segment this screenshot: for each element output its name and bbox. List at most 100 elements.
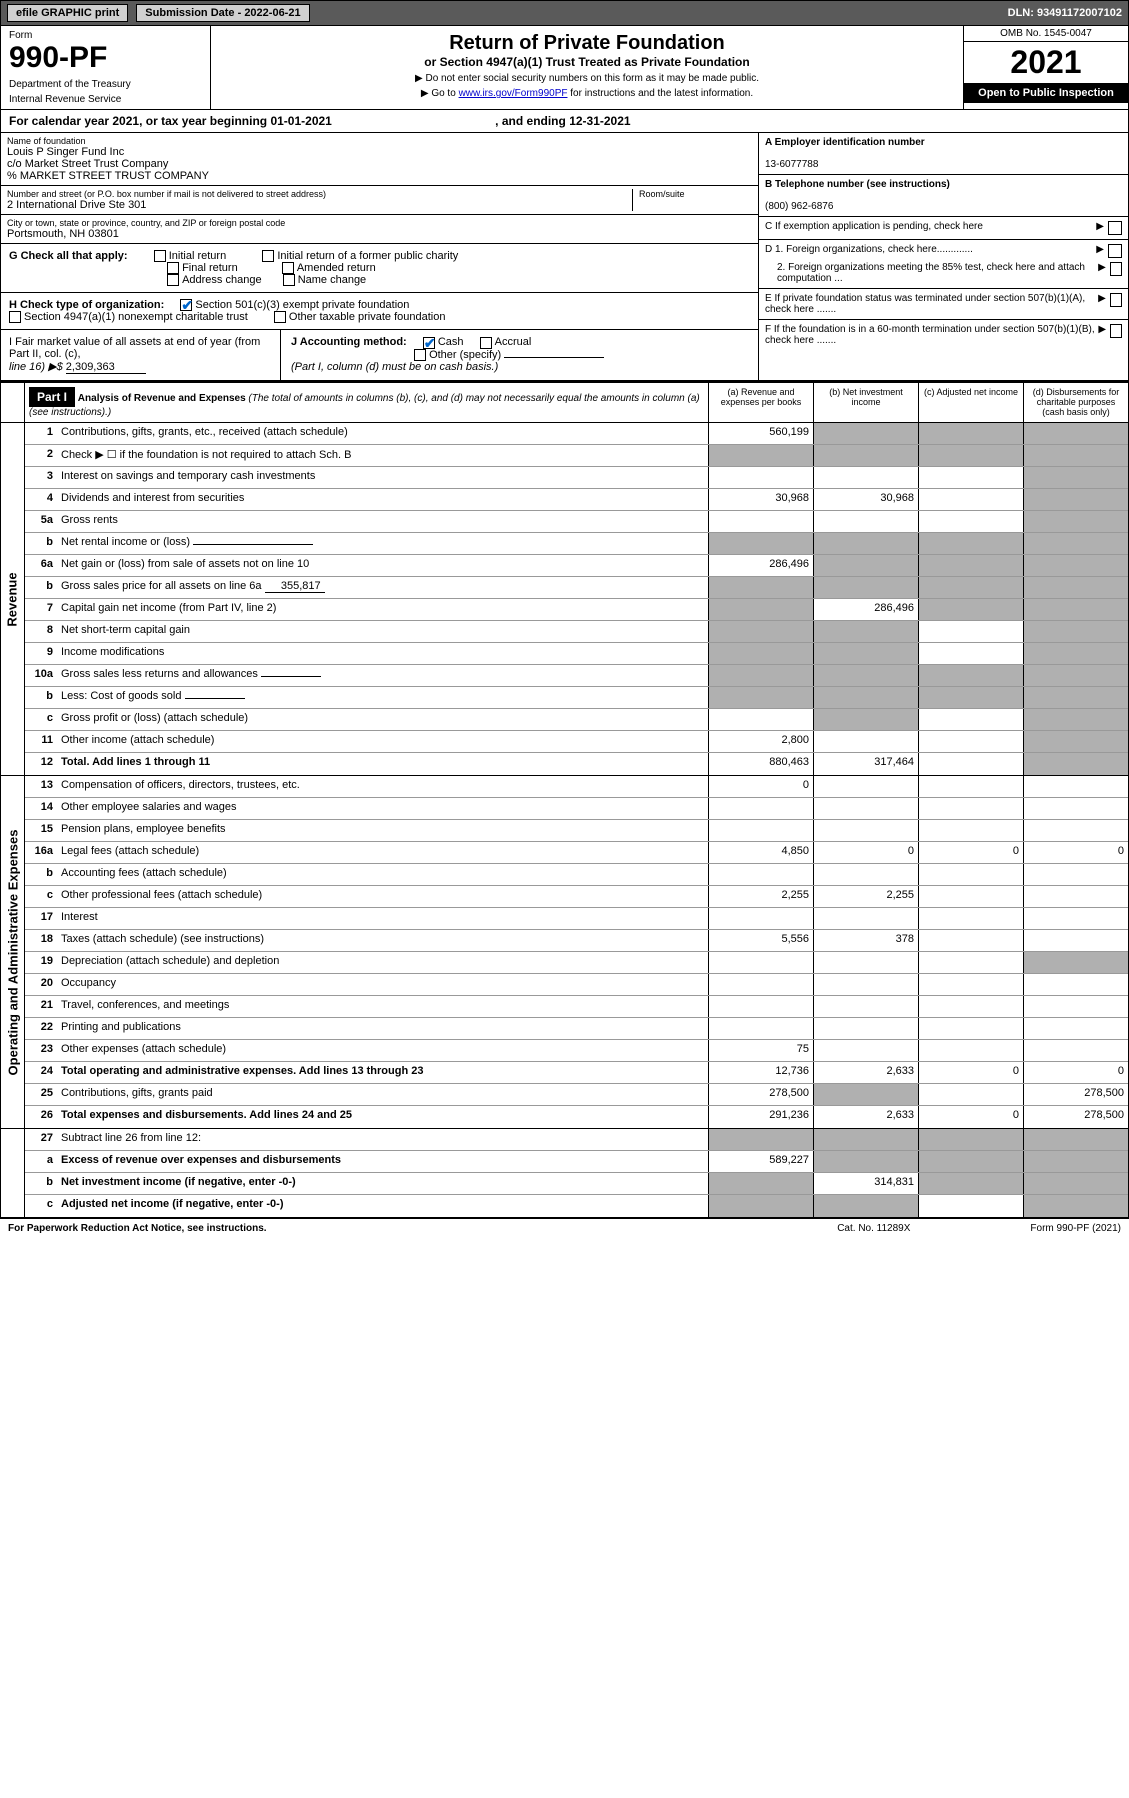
dln-number: DLN: 93491172007102	[1008, 7, 1122, 19]
b-label: B Telephone number (see instructions)	[765, 179, 950, 190]
cb-other-method[interactable]	[414, 349, 426, 361]
phone-value: (800) 962-6876	[765, 201, 833, 212]
g-opt6: Name change	[298, 274, 367, 286]
h-opt2: Section 4947(a)(1) nonexempt charitable …	[24, 311, 248, 323]
ij-row: I Fair market value of all assets at end…	[1, 330, 758, 380]
col-b-head: (b) Net investment income	[813, 383, 918, 422]
row-6b: bGross sales price for all assets on lin…	[25, 577, 1128, 599]
title-block: Return of Private Foundation or Section …	[211, 26, 963, 109]
row-4: 4Dividends and interest from securities3…	[25, 489, 1128, 511]
info-left: Name of foundation Louis P Singer Fund I…	[1, 133, 758, 380]
city-label: City or town, state or province, country…	[7, 218, 752, 228]
cb-final-return[interactable]	[167, 262, 179, 274]
revenue-grid: Revenue 1Contributions, gifts, grants, e…	[0, 423, 1129, 776]
foundation-name: Louis P Singer Fund Inc	[7, 146, 752, 158]
part1-desc: Part I Analysis of Revenue and Expenses …	[25, 383, 708, 422]
cb-amended[interactable]	[282, 262, 294, 274]
efile-print-button[interactable]: efile GRAPHIC print	[7, 4, 128, 22]
e-label: E If private foundation status was termi…	[765, 293, 1098, 315]
c-box: C If exemption application is pending, c…	[759, 217, 1128, 240]
calyear-end: 12-31-2021	[569, 114, 630, 128]
omb-number: OMB No. 1545-0047	[964, 26, 1128, 42]
city-row: City or town, state or province, country…	[1, 215, 758, 244]
i-block: I Fair market value of all assets at end…	[1, 330, 281, 380]
d1-label: D 1. Foreign organizations, check here..…	[765, 244, 973, 258]
j-accrual: Accrual	[495, 336, 532, 348]
inline-6b: 355,817	[265, 580, 325, 593]
cb-other-taxable[interactable]	[274, 311, 286, 323]
cb-4947[interactable]	[9, 311, 21, 323]
irs-link[interactable]: www.irs.gov/Form990PF	[459, 88, 568, 99]
blank-side	[1, 1129, 25, 1217]
footer-left: For Paperwork Reduction Act Notice, see …	[8, 1223, 267, 1234]
cb-initial-former[interactable]	[262, 250, 274, 262]
row-5b: bNet rental income or (loss)	[25, 533, 1128, 555]
row-23: 23Other expenses (attach schedule)75	[25, 1040, 1128, 1062]
info-right: A Employer identification number 13-6077…	[758, 133, 1128, 380]
cb-60-month[interactable]	[1110, 324, 1122, 338]
phone-box: B Telephone number (see instructions) (8…	[759, 175, 1128, 217]
cb-foreign-org[interactable]	[1108, 244, 1122, 258]
d-box: D 1. Foreign organizations, check here..…	[759, 240, 1128, 289]
cb-status-terminated[interactable]	[1110, 293, 1122, 307]
inline-10a[interactable]	[261, 676, 321, 677]
row-12: 12Total. Add lines 1 through 11880,46331…	[25, 753, 1128, 775]
cb-501c3[interactable]	[180, 299, 192, 311]
form-subtitle: or Section 4947(a)(1) Trust Treated as P…	[221, 55, 953, 69]
j-other-input[interactable]	[504, 357, 604, 358]
form-number: 990-PF	[9, 41, 202, 75]
g-opt3: Address change	[182, 274, 262, 286]
row-8: 8Net short-term capital gain	[25, 621, 1128, 643]
row-15: 15Pension plans, employee benefits	[25, 820, 1128, 842]
ein-value: 13-6077788	[765, 159, 818, 170]
h-opt3: Other taxable private foundation	[289, 311, 446, 323]
dept-treasury: Department of the Treasury	[9, 79, 202, 90]
cb-cash[interactable]	[423, 337, 435, 349]
form-id-block: Form 990-PF Department of the Treasury I…	[1, 26, 211, 109]
row-18: 18Taxes (attach schedule) (see instructi…	[25, 930, 1128, 952]
footer-form: Form 990-PF (2021)	[1030, 1223, 1121, 1234]
row-26: 26Total expenses and disbursements. Add …	[25, 1106, 1128, 1128]
row-7: 7Capital gain net income (from Part IV, …	[25, 599, 1128, 621]
footer-cat: Cat. No. 11289X	[837, 1223, 910, 1234]
note-ssn: ▶ Do not enter social security numbers o…	[221, 73, 953, 84]
tax-year: 2021	[964, 42, 1128, 83]
revenue-side-label: Revenue	[1, 423, 25, 775]
row-17: 17Interest	[25, 908, 1128, 930]
row-22: 22Printing and publications	[25, 1018, 1128, 1040]
col-c-head: (c) Adjusted net income	[918, 383, 1023, 422]
footer: For Paperwork Reduction Act Notice, see …	[0, 1218, 1129, 1238]
note-suffix: for instructions and the latest informat…	[567, 88, 753, 99]
g-opt5: Amended return	[297, 262, 376, 274]
row-6a: 6aNet gain or (loss) from sale of assets…	[25, 555, 1128, 577]
i-line16: line 16) ▶$	[9, 361, 66, 373]
expenses-grid: Operating and Administrative Expenses 13…	[0, 776, 1129, 1129]
name-row: Name of foundation Louis P Singer Fund I…	[1, 133, 758, 186]
row-25: 25Contributions, gifts, grants paid278,5…	[25, 1084, 1128, 1106]
row-16b: bAccounting fees (attach schedule)	[25, 864, 1128, 886]
cb-address-change[interactable]	[167, 274, 179, 286]
inline-5b[interactable]	[193, 544, 313, 545]
row-27c: cAdjusted net income (if negative, enter…	[25, 1195, 1128, 1217]
row-16a: 16aLegal fees (attach schedule)4,850000	[25, 842, 1128, 864]
cb-accrual[interactable]	[480, 337, 492, 349]
h-opt1: Section 501(c)(3) exempt private foundat…	[195, 299, 409, 311]
arrow-icon: ▶	[1098, 293, 1106, 304]
h-check-row: H Check type of organization: Section 50…	[1, 293, 758, 330]
note-prefix: ▶ Go to	[421, 88, 459, 99]
j-note: (Part I, column (d) must be on cash basi…	[291, 361, 498, 373]
j-cash: Cash	[438, 336, 464, 348]
cb-initial-return[interactable]	[154, 250, 166, 262]
cb-exemption-pending[interactable]	[1108, 221, 1122, 235]
arrow-icon: ▶	[1096, 221, 1104, 232]
cb-name-change[interactable]	[283, 274, 295, 286]
part1-title: Analysis of Revenue and Expenses	[78, 393, 246, 404]
col-d-head: (d) Disbursements for charitable purpose…	[1023, 383, 1128, 422]
calyear-mid: , and ending	[492, 114, 569, 128]
room-label: Room/suite	[639, 189, 752, 199]
inline-10b[interactable]	[185, 698, 245, 699]
expenses-side-label: Operating and Administrative Expenses	[1, 776, 25, 1128]
i-fmv-value: 2,309,363	[66, 361, 146, 374]
cb-85-test[interactable]	[1110, 262, 1122, 276]
city-value: Portsmouth, NH 03801	[7, 228, 752, 240]
